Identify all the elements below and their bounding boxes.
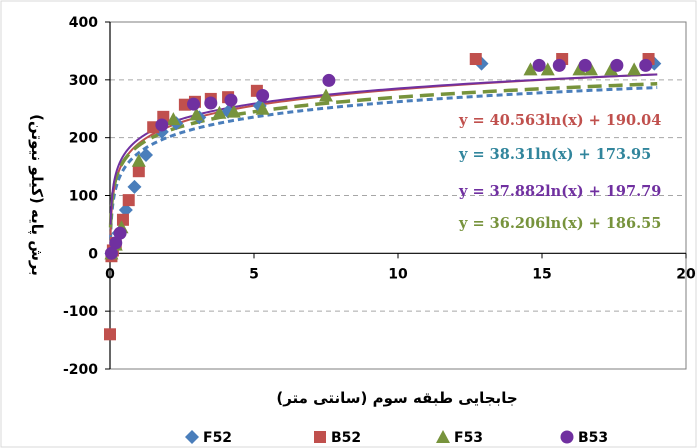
y-tick-label: -200 [63,362,98,378]
legend-label: F52 [203,430,232,446]
equation-f52: y = 38.31ln(x) + 173.95 [458,146,651,163]
point-b53 [578,58,592,72]
point-f53 [131,153,146,167]
point-b53 [109,236,123,250]
point-f53 [627,62,642,76]
point-b52 [122,194,135,207]
legend-label: B53 [578,430,608,446]
trendline-b53 [109,73,658,225]
x-tick-label: 15 [532,266,551,282]
point-b53 [322,73,336,87]
legend-item-b53: B53 [560,430,608,446]
legend-item-f52: F52 [185,430,232,446]
legend-item-f53: F53 [436,430,483,446]
y-tick-label: 300 [69,73,98,89]
point-b53 [256,88,270,102]
point-b53 [204,96,218,110]
point-b52 [116,213,129,226]
point-b53 [155,118,169,132]
point-b53 [224,93,238,107]
point-f53 [212,105,227,119]
y-tick-label: 100 [69,189,98,205]
point-f53 [604,62,619,76]
point-b52 [469,53,482,66]
point-f52 [118,202,133,217]
y-tick-label: 400 [69,15,98,31]
equation-b53: y = 37.882ln(x) + 197.79 [458,183,661,200]
point-b53 [104,246,118,260]
legend-marker [314,431,326,443]
point-b53 [532,58,546,72]
point-f53 [523,62,538,76]
point-b53 [639,58,653,72]
y-tick-label: 0 [88,246,98,262]
data-markers [104,53,662,341]
y-tick-label: -100 [63,304,98,320]
axes [105,21,687,370]
point-f53 [583,62,598,76]
legend-marker [185,430,199,444]
trendline-equations: y = 40.563ln(x) + 190.04 y = 38.31ln(x) +… [458,112,661,232]
point-f53 [572,62,587,76]
equation-b52: y = 40.563ln(x) + 190.04 [458,112,661,129]
point-f53 [166,112,181,126]
x-tick-label: 5 [249,266,259,282]
point-f53 [319,88,333,102]
legend-marker [560,430,574,444]
x-tick-label: 20 [676,266,696,282]
y-axis-title: برش پایه (کیلو نیوتن) [27,114,46,276]
legend-item-b52: B52 [314,430,361,446]
legend-label: B52 [331,430,361,446]
x-axis-title: جابجایی طبقه سوم (سانتی متر) [276,389,517,407]
point-f52 [139,148,153,163]
legend-marker [436,430,450,443]
trendlines [108,73,658,240]
point-b53 [113,226,127,240]
point-b53 [552,58,566,72]
point-b52 [132,165,145,178]
point-f53 [226,104,241,118]
tick-labels: -200 -100 0 100 200 300 400 0 5 10 15 20 [63,15,696,378]
equation-f53: y = 36.206ln(x) + 186.55 [458,215,661,232]
x-tick-label: 0 [105,266,115,282]
y-tick-label: 200 [69,131,98,147]
point-f53 [189,107,204,121]
legend: F52 B52 F53 B53 [185,430,608,446]
point-b53 [610,58,624,72]
point-b52 [104,328,116,341]
point-f53 [255,101,270,115]
legend-label: F53 [454,430,483,446]
point-b53 [187,97,201,111]
point-f53 [540,62,555,76]
point-f52 [127,179,142,194]
x-tick-label: 10 [388,266,408,282]
